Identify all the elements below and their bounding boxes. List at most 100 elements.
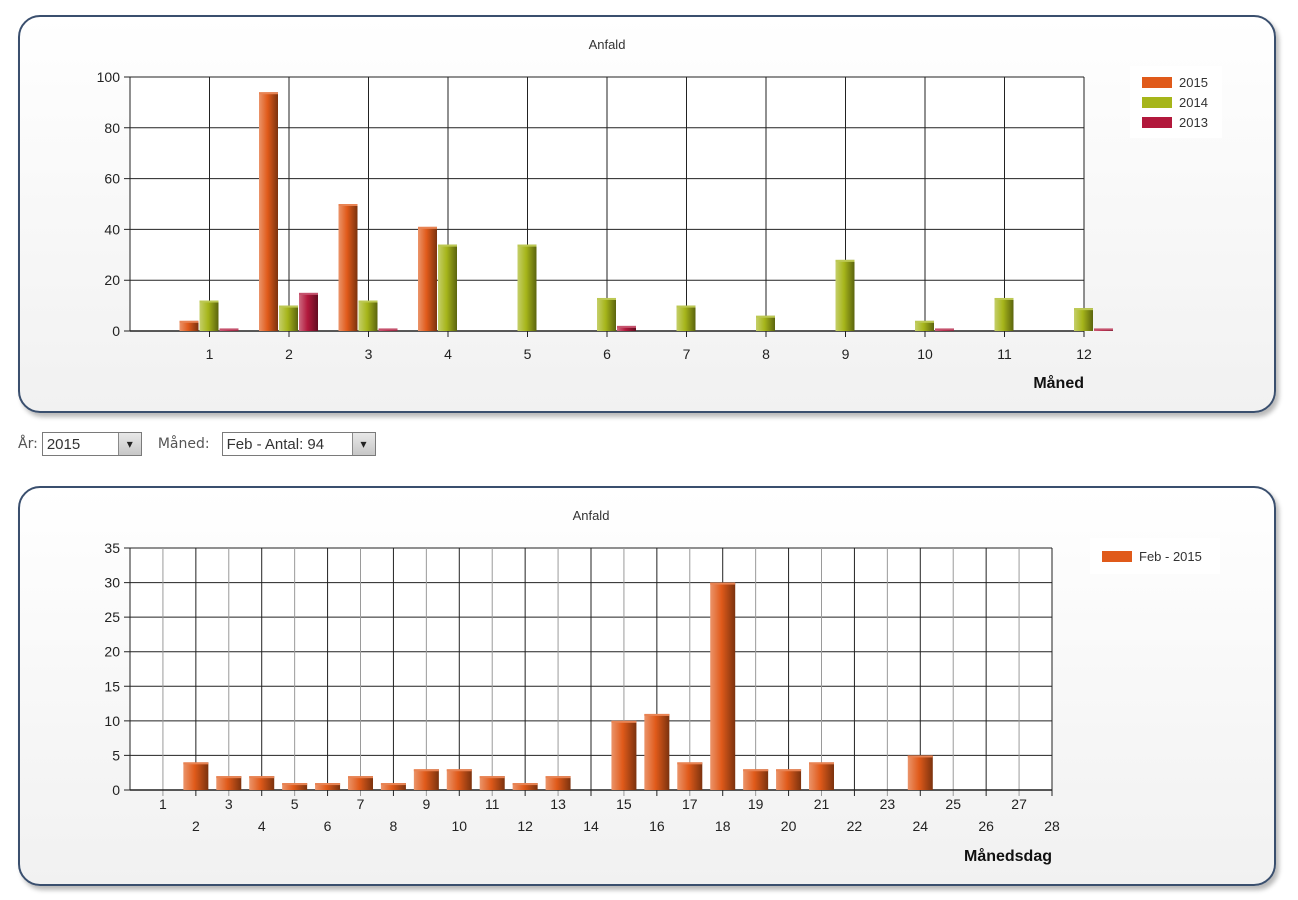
x-tick-label: 23 xyxy=(880,796,896,812)
chevron-down-icon[interactable]: ▾ xyxy=(351,433,375,455)
x-tick-label: 20 xyxy=(781,818,797,834)
bar-feb-2015-19 xyxy=(743,769,769,790)
bar-2014-6 xyxy=(597,297,616,331)
x-tick-label: 22 xyxy=(847,818,863,834)
year-select-value: 2015 xyxy=(46,435,81,453)
bar-top-highlight xyxy=(644,713,670,716)
filter-controls: År: 2015 ▾ Måned: Feb - Antal: 94 ▾ xyxy=(18,430,376,458)
bar-feb-2015-9 xyxy=(413,769,439,790)
y-tick-label: 80 xyxy=(104,120,120,136)
x-tick-label: 4 xyxy=(444,346,452,362)
bar-top-highlight xyxy=(512,783,538,786)
x-tick-label: 18 xyxy=(715,818,731,834)
bar-2014-12 xyxy=(1074,308,1093,331)
legend-swatch-2014 xyxy=(1142,96,1172,108)
bar-top-highlight xyxy=(338,204,358,206)
bar-top-highlight xyxy=(676,305,696,308)
bar-top-highlight xyxy=(446,769,472,772)
year-select[interactable]: 2015 ▾ xyxy=(41,432,142,456)
bar-feb-2015-12 xyxy=(512,783,538,790)
bar-top-highlight xyxy=(219,328,239,331)
legend-swatch-2015 xyxy=(1142,76,1172,88)
x-tick-label: 3 xyxy=(225,796,233,812)
bar-top-highlight xyxy=(299,292,318,295)
bar-top-highlight xyxy=(1074,308,1093,311)
x-tick-label: 7 xyxy=(357,796,365,812)
x-tick-label: 11 xyxy=(485,796,500,812)
x-tick-label: 6 xyxy=(324,818,332,834)
bar-2014-4 xyxy=(438,244,457,331)
bar-feb-2015-15 xyxy=(611,720,637,790)
bar-top-highlight xyxy=(418,226,437,229)
x-tick-label: 24 xyxy=(912,818,928,834)
bar-top-highlight xyxy=(809,762,834,765)
monthly-chart-panel: Anfald 0 20 40 60 80 100 1 2 3 4 5 6 7 8 9 10 11 12 Måned 2… xyxy=(18,15,1276,413)
daily-chart-panel: Anfald 0 5 10 15 20 25 30 35 1 2 3 4 5 6 7 8 9 10 11 12 13 14 1… xyxy=(18,486,1276,886)
legend-swatch-feb-2015 xyxy=(1102,550,1132,562)
y-tick-label: 0 xyxy=(112,323,120,339)
x-tick-label: 27 xyxy=(1011,796,1027,812)
legend-label-2015: 2015 xyxy=(1179,74,1208,90)
bar-top-highlight xyxy=(378,328,398,331)
x-tick-label: 10 xyxy=(451,818,467,834)
bar-top-highlight xyxy=(380,783,406,786)
x-tick-label: 10 xyxy=(917,346,933,362)
x-tick-label: 8 xyxy=(762,346,770,362)
bar-2013-6 xyxy=(617,325,636,331)
bar-2014-1 xyxy=(199,300,219,331)
x-tick-label: 25 xyxy=(945,796,961,812)
bar-2013-2 xyxy=(299,292,318,331)
x-tick-label: 21 xyxy=(814,796,830,812)
x-tick-label: 4 xyxy=(258,818,266,834)
daily-bar-chart: Anfald0510152025303512345678910111213141… xyxy=(104,508,1060,865)
chevron-down-icon[interactable]: ▾ xyxy=(117,433,141,455)
bar-feb-2015-5 xyxy=(282,783,308,790)
bar-top-highlight xyxy=(358,300,378,303)
bar-feb-2015-20 xyxy=(776,769,802,790)
x-tick-label: 5 xyxy=(524,346,532,362)
bar-top-highlight xyxy=(835,259,855,262)
bar-2015-4 xyxy=(418,226,437,331)
bar-top-highlight xyxy=(315,783,341,786)
legend-label-2013: 2013 xyxy=(1179,114,1208,130)
month-select[interactable]: Feb - Antal: 94 ▾ xyxy=(221,432,376,456)
bar-feb-2015-8 xyxy=(380,783,406,790)
y-tick-label: 0 xyxy=(112,782,120,798)
x-tick-label: 12 xyxy=(517,818,533,834)
x-tick-label: 2 xyxy=(192,818,200,834)
bar-top-highlight xyxy=(994,297,1014,300)
bar-top-highlight xyxy=(259,92,278,95)
chart-title: Anfald xyxy=(573,508,610,523)
x-tick-label: 19 xyxy=(748,796,764,812)
bar-top-highlight xyxy=(907,755,933,758)
bar-2014-10 xyxy=(915,320,934,331)
y-tick-label: 35 xyxy=(104,540,120,556)
x-tick-label: 26 xyxy=(978,818,994,834)
bar-top-highlight xyxy=(179,320,199,323)
monthly-chart-legend: 2015 2014 2013 xyxy=(1130,66,1222,138)
bar-top-highlight xyxy=(710,582,736,585)
bar-top-highlight xyxy=(282,783,308,786)
bar-feb-2015-2 xyxy=(183,762,209,790)
x-tick-label: 6 xyxy=(603,346,611,362)
bar-top-highlight xyxy=(438,244,457,247)
y-tick-label: 60 xyxy=(104,171,120,187)
legend-item-2014: 2014 xyxy=(1142,92,1208,112)
bar-top-highlight xyxy=(617,325,636,328)
bar-top-highlight xyxy=(413,769,439,772)
y-tick-label: 15 xyxy=(104,678,120,694)
y-tick-label: 100 xyxy=(97,69,121,85)
bar-2014-7 xyxy=(676,305,696,331)
x-tick-label: 15 xyxy=(616,796,632,812)
legend-label-feb-2015: Feb - 2015 xyxy=(1139,548,1202,564)
bar-top-highlight xyxy=(517,244,537,247)
bar-2014-3 xyxy=(358,300,378,331)
daily-chart-legend: Feb - 2015 xyxy=(1090,538,1220,574)
bar-2015-2 xyxy=(259,92,278,332)
bar-2015-1 xyxy=(179,320,199,331)
bar-2014-8 xyxy=(756,315,775,331)
x-tick-label: 7 xyxy=(683,346,691,362)
bar-feb-2015-17 xyxy=(677,762,703,790)
x-tick-label: 1 xyxy=(159,796,167,812)
x-tick-label: 16 xyxy=(649,818,665,834)
